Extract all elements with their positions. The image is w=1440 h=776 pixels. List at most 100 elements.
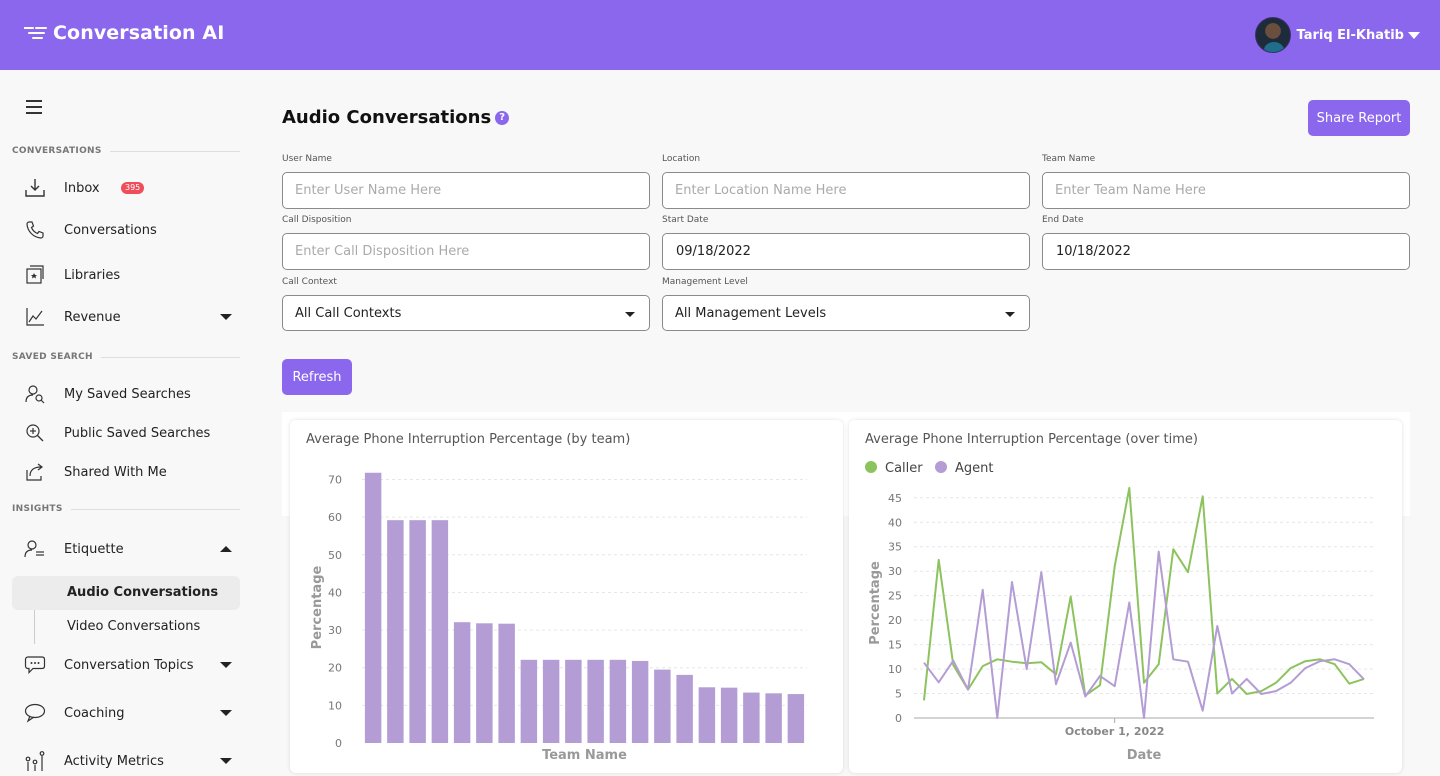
line-chart: Caller Agent 0 5 10 15 20 25 30 35 40 45 October 1, … — [865, 461, 1374, 763]
y-tick-label: 30 — [888, 565, 902, 578]
call-disposition-input[interactable]: Enter Call Disposition Here — [282, 233, 650, 270]
team-name-input[interactable]: Enter Team Name Here — [1042, 172, 1410, 209]
team-name-label: Team Name — [1042, 154, 1096, 164]
call-context-label: Call Context — [282, 277, 337, 287]
sidebar-item-conversations[interactable]: Conversations — [12, 212, 240, 248]
bar — [587, 659, 604, 743]
page-title-text: Audio Conversations — [282, 107, 492, 128]
start-date-label: Start Date — [662, 215, 709, 225]
sidebar-item-label: Public Saved Searches — [64, 425, 211, 441]
chevron-down-icon[interactable] — [220, 758, 232, 764]
end-date-input[interactable]: 10/18/2022 — [1042, 233, 1410, 270]
library-icon — [24, 264, 46, 286]
line-chart-title: Average Phone Interruption Percentage (o… — [865, 432, 1198, 447]
chart-line-icon — [24, 306, 46, 328]
legend-label: Agent — [955, 461, 993, 476]
user-name-placeholder: Enter User Name Here — [295, 183, 442, 198]
sidebar-item-activity-metrics[interactable]: Activity Metrics — [12, 743, 240, 776]
sidebar-item-conversation-topics[interactable]: Conversation Topics — [12, 647, 240, 683]
sidebar-item-etiquette[interactable]: Etiquette — [12, 531, 240, 567]
y-tick-label: 40 — [328, 586, 342, 599]
x-axis-label: Date — [1127, 748, 1162, 763]
series-line — [923, 550, 1365, 719]
x-tick-label: October 1, 2022 — [1065, 725, 1165, 738]
sidebar-item-my-saved-searches[interactable]: My Saved Searches — [12, 376, 240, 412]
call-disposition-label: Call Disposition — [282, 215, 352, 225]
inbox-icon — [24, 177, 46, 199]
sidebar-item-revenue[interactable]: Revenue — [12, 299, 240, 335]
legend-marker — [935, 461, 947, 473]
y-tick-label: 60 — [328, 511, 342, 524]
bar — [476, 623, 493, 743]
user-name-input[interactable]: Enter User Name Here — [282, 172, 650, 209]
sliders-icon — [24, 750, 46, 772]
chevron-down-icon[interactable] — [1408, 31, 1420, 39]
chevron-down-icon[interactable] — [220, 662, 232, 668]
y-tick-label: 30 — [328, 624, 342, 637]
section-header-conversations: CONVERSATIONS — [12, 146, 240, 156]
y-tick-label: 35 — [888, 541, 902, 554]
sidebar-subitem-audio-conversations[interactable]: Audio Conversations — [12, 576, 240, 610]
y-tick-label: 50 — [328, 549, 342, 562]
sidebar-item-coaching[interactable]: Coaching — [12, 695, 240, 731]
bar — [698, 687, 716, 743]
bar — [453, 622, 471, 743]
start-date-input[interactable]: 09/18/2022 — [662, 233, 1030, 270]
help-icon[interactable]: ? — [495, 110, 510, 125]
bar — [676, 674, 693, 743]
bar — [654, 669, 671, 743]
avatar[interactable] — [1254, 17, 1291, 53]
chevron-down-icon[interactable] — [220, 314, 232, 320]
bar — [387, 520, 404, 743]
sidebar-item-label: Activity Metrics — [64, 753, 164, 769]
management-level-label: Management Level — [662, 277, 748, 287]
sidebar-item-libraries[interactable]: Libraries — [12, 257, 240, 293]
y-tick-label: 45 — [888, 492, 902, 505]
sidebar-subitem-video-conversations[interactable]: Video Conversations — [12, 610, 240, 644]
user-search-icon — [24, 383, 46, 405]
management-level-value: All Management Levels — [675, 306, 827, 321]
legend-marker — [865, 461, 877, 473]
page-title: Audio Conversations ? — [282, 107, 510, 128]
call-context-value: All Call Contexts — [295, 306, 402, 321]
y-tick-label: 0 — [335, 737, 342, 750]
line-chart-card: Average Phone Interruption Percentage (o… — [849, 420, 1402, 773]
chevron-up-icon[interactable] — [220, 546, 232, 552]
sidebar-item-inbox[interactable]: Inbox 395 — [12, 170, 240, 206]
bar-chart-card: Average Phone Interruption Percentage (b… — [290, 420, 843, 773]
chevron-down-icon[interactable] — [220, 710, 232, 716]
y-tick-label: 5 — [895, 688, 902, 701]
bar — [364, 472, 382, 743]
end-date-label: End Date — [1042, 215, 1084, 225]
bar — [631, 660, 649, 743]
chevron-down-icon — [625, 312, 635, 317]
user-name-label: User Name — [282, 154, 332, 164]
y-tick-label: 25 — [888, 590, 902, 603]
menu-icon[interactable] — [26, 100, 42, 114]
sidebar: CONVERSATIONS Inbox 395 Conversations Li… — [0, 70, 252, 776]
sidebar-item-label: Audio Conversations — [67, 585, 219, 600]
management-level-select[interactable]: All Management Levels — [662, 295, 1030, 331]
user-name[interactable]: Tariq El-Khatib — [1296, 27, 1404, 43]
location-placeholder: Enter Location Name Here — [675, 183, 847, 198]
bar — [520, 659, 538, 743]
bar — [765, 693, 782, 743]
share-report-button[interactable]: Share Report — [1308, 100, 1410, 136]
call-context-select[interactable]: All Call Contexts — [282, 295, 650, 331]
share-icon — [24, 461, 46, 483]
legend-label: Caller — [885, 461, 923, 476]
end-date-value: 10/18/2022 — [1056, 244, 1131, 259]
call-disposition-placeholder: Enter Call Disposition Here — [295, 244, 470, 259]
search-plus-icon — [24, 422, 46, 444]
bar — [720, 687, 738, 743]
sidebar-item-label: Video Conversations — [67, 619, 201, 634]
refresh-button[interactable]: Refresh — [282, 359, 352, 395]
sidebar-item-public-saved-searches[interactable]: Public Saved Searches — [12, 415, 240, 451]
location-input[interactable]: Enter Location Name Here — [662, 172, 1030, 209]
user-menu[interactable]: Tariq El-Khatib — [1254, 17, 1420, 53]
chat-bubble-icon — [24, 654, 46, 676]
sidebar-item-label: Conversation Topics — [64, 657, 194, 673]
brand[interactable]: Conversation AI — [24, 21, 224, 45]
bar — [542, 659, 560, 743]
sidebar-item-shared-with-me[interactable]: Shared With Me — [12, 454, 240, 490]
